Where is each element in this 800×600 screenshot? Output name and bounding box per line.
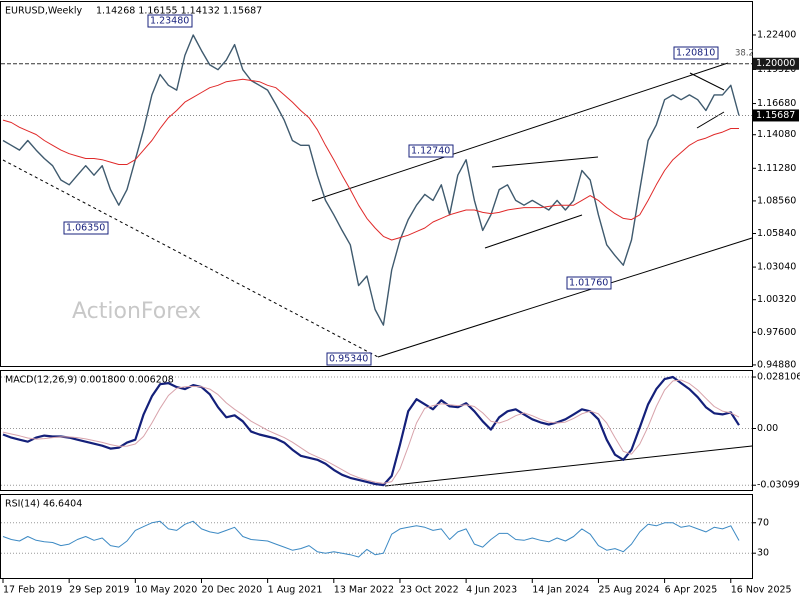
y-tick-label: 1.14080 xyxy=(757,129,796,140)
panel-title: EURUSD,Weekly xyxy=(5,6,83,17)
annotation-box xyxy=(566,276,612,290)
y-tick-label: 1.11280 xyxy=(757,163,796,174)
panel-title: MACD(12,26,9) 0.001800 0.006208 xyxy=(5,375,174,386)
trend-line xyxy=(2,159,379,358)
macd-panel xyxy=(0,370,753,491)
x-tick-label: 23 Oct 2022 xyxy=(400,585,459,596)
y-tick-label: 1.22400 xyxy=(757,29,796,40)
price-panel xyxy=(0,1,753,367)
panel-subtitle: 1.14268 1.16155 1.14132 1.15687 xyxy=(96,6,262,17)
trend-line xyxy=(696,111,725,129)
series-line xyxy=(2,375,740,487)
annotation-box xyxy=(673,46,719,60)
watermark: ActionForex xyxy=(72,299,201,324)
trend-line xyxy=(377,237,753,358)
annotation-box xyxy=(63,221,109,235)
x-tick-label: 10 May 2020 xyxy=(135,585,197,596)
y-tick-label: 0.94880 xyxy=(757,359,796,370)
x-tick-label: 4 Jun 2023 xyxy=(466,585,517,596)
y-tick-label: 1.03040 xyxy=(757,262,796,273)
annotation: 1.23480 xyxy=(150,16,189,27)
y-tick-label: 70 xyxy=(757,517,769,528)
series-line xyxy=(2,34,740,326)
annotation-box xyxy=(147,14,193,28)
y-tick-label: -0.03099 xyxy=(757,480,800,491)
annotation-box xyxy=(408,144,454,158)
price-label-box xyxy=(753,109,799,122)
y-tick-label: 0.00 xyxy=(757,423,778,434)
series-line xyxy=(2,78,739,241)
annotation: 0.95340 xyxy=(329,354,368,365)
trend-line xyxy=(491,156,599,168)
y-tick-label: 0.97600 xyxy=(757,327,796,338)
series-line xyxy=(2,379,740,484)
annotation: 1.20810 xyxy=(676,48,715,59)
rsi-panel xyxy=(0,494,753,579)
price-label: 1.15687 xyxy=(756,110,795,121)
x-tick-label: 25 Aug 2024 xyxy=(598,585,659,596)
x-tick-label: 1 Aug 2021 xyxy=(268,585,323,596)
trend-line xyxy=(484,214,583,249)
annotation: 1.12740 xyxy=(411,146,450,157)
y-tick-label: 1.00320 xyxy=(757,294,796,305)
annotation: 1.06350 xyxy=(66,223,105,234)
annotation: 1.01760 xyxy=(569,278,608,289)
level-label-box xyxy=(753,57,799,70)
y-tick-label: 30 xyxy=(757,548,769,559)
x-tick-label: 16 Nov 2025 xyxy=(731,585,792,596)
x-tick-label: 13 Mar 2022 xyxy=(334,585,394,596)
x-tick-label: 14 Jan 2024 xyxy=(532,585,589,596)
y-tick-label: 0.028106 xyxy=(757,372,800,383)
series-line xyxy=(2,520,740,558)
y-tick-label: 1.16680 xyxy=(757,98,796,109)
annotation-box xyxy=(326,352,372,366)
x-tick-label: 17 Feb 2019 xyxy=(3,585,62,596)
x-tick-label: 6 Apr 2025 xyxy=(665,585,718,596)
trend-lines xyxy=(2,62,753,487)
x-tick-label: 20 Dec 2020 xyxy=(201,585,262,596)
trend-line xyxy=(311,62,729,202)
annotation: 38.2 xyxy=(735,49,754,59)
x-tick-label: 29 Sep 2019 xyxy=(69,585,129,596)
level-label: 1.20000 xyxy=(756,58,795,69)
y-tick-label: 1.05840 xyxy=(757,228,796,239)
panel-title: RSI(14) 46.6404 xyxy=(5,499,82,510)
trend-line xyxy=(384,445,753,487)
y-tick-label: 1.08560 xyxy=(757,195,796,206)
trend-line xyxy=(689,72,725,91)
